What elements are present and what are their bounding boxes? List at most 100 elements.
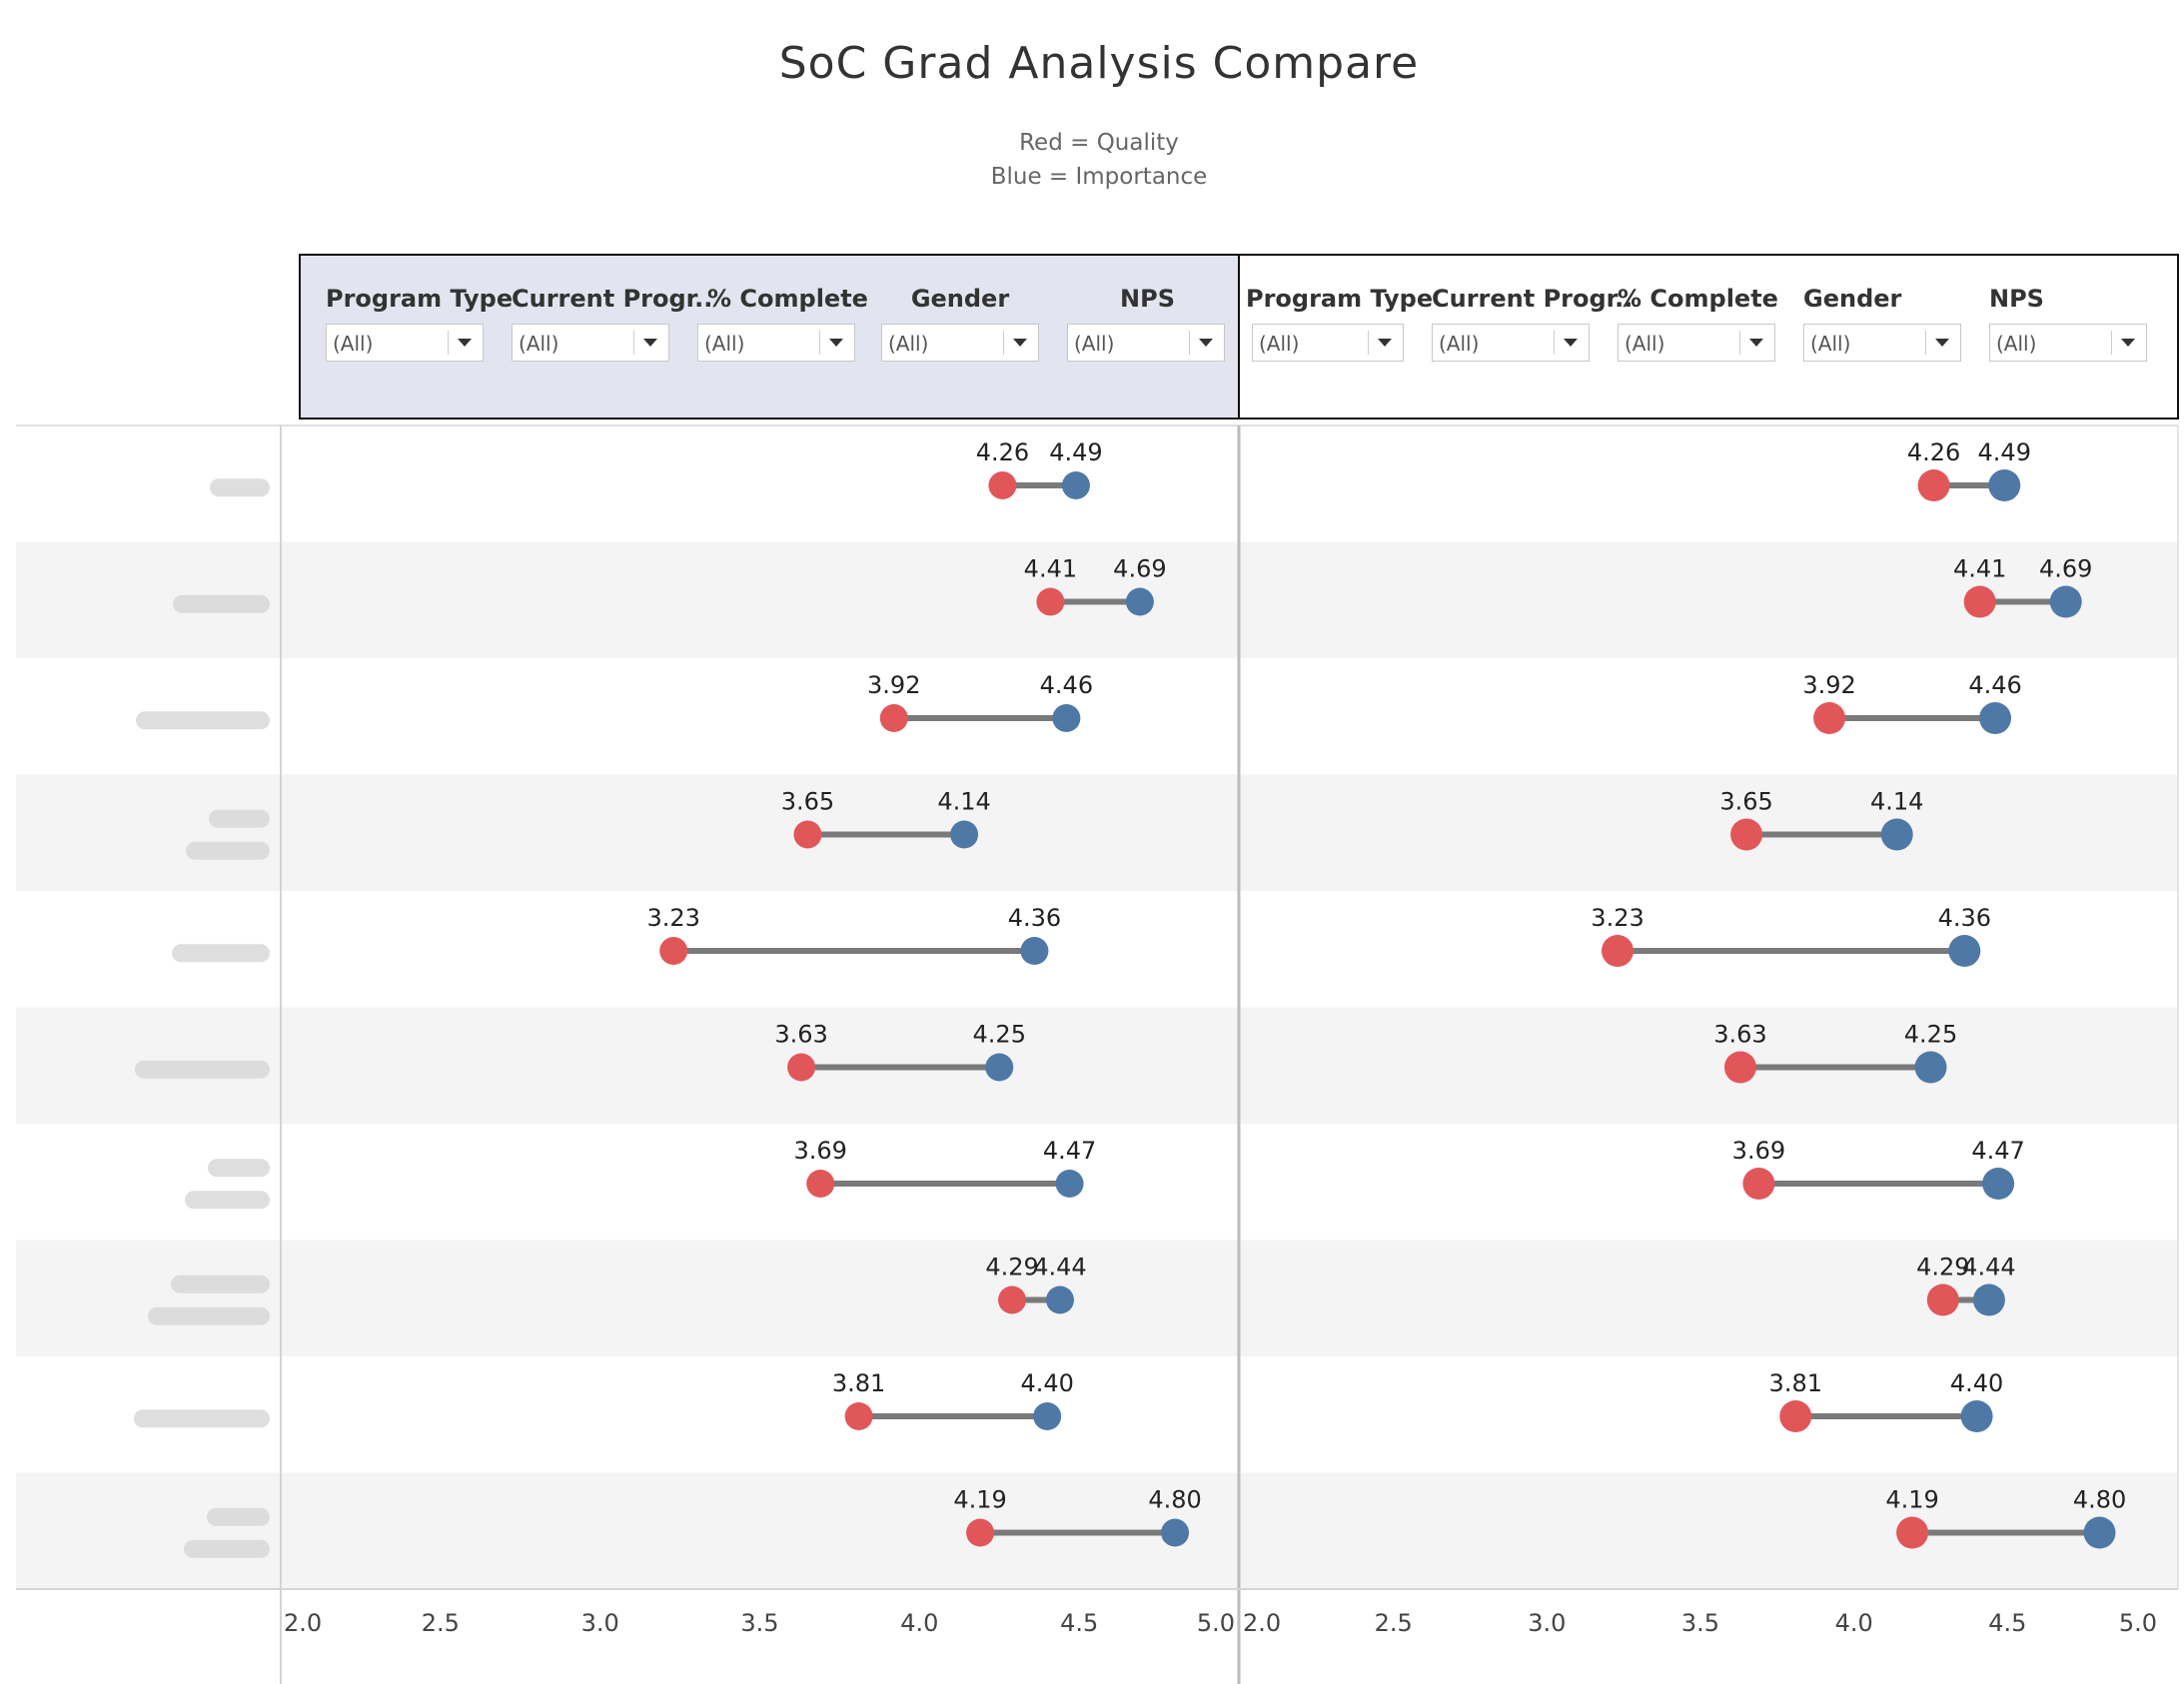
quality-point (1779, 1400, 1812, 1432)
caret-down-icon[interactable] (458, 339, 472, 347)
blurred-row-label (136, 711, 270, 730)
importance-point (1979, 702, 2012, 734)
importance-value-label: 4.47 (1971, 1137, 2024, 1165)
nps-dropdown[interactable]: (All) (1989, 324, 2147, 362)
caret-down-icon[interactable] (2121, 339, 2135, 347)
importance-point (1055, 1170, 1084, 1198)
caret-down-icon[interactable] (643, 339, 657, 347)
x-tick-label: 3.5 (740, 1609, 778, 1637)
filter-label: NPS (1120, 285, 1175, 313)
quality-value-label: 3.81 (1769, 1369, 1822, 1397)
current-program-dropdown[interactable]: (All) (1432, 324, 1590, 362)
importance-value-label: 4.47 (1043, 1137, 1096, 1165)
current-program-dropdown[interactable]: (All) (512, 324, 669, 362)
importance-value-label: 4.49 (1049, 438, 1102, 466)
quality-value-label: 4.29 (985, 1254, 1038, 1281)
importance-point (1972, 1283, 2005, 1316)
percent-complete-dropdown[interactable]: (All) (697, 324, 855, 362)
dropdown-value: (All) (888, 332, 929, 356)
quality-value-label: 3.63 (774, 1021, 827, 1049)
dropdown-value: (All) (1625, 332, 1665, 356)
x-tick-label: 3.5 (1681, 1609, 1719, 1637)
dashboard-title: SoC Grad Analysis Compare (778, 38, 1420, 89)
filter-nps: NPS (All) (1067, 282, 1225, 362)
quality-point (879, 704, 908, 732)
quality-value-label: 3.92 (1802, 671, 1855, 699)
gender-dropdown[interactable]: (All) (881, 324, 1039, 362)
dropdown-divider (448, 331, 449, 355)
dropdown-divider (1003, 331, 1004, 355)
caret-down-icon[interactable] (1564, 339, 1578, 347)
importance-value-label: 4.44 (1033, 1254, 1086, 1281)
filter-percent-complete: % Complete (All) (697, 282, 868, 362)
dropdown-divider (1189, 331, 1190, 355)
dropdown-divider (1739, 331, 1740, 355)
x-tick-label: 2.5 (422, 1609, 460, 1637)
filter-current-program: Current Progr.. (All) (512, 282, 713, 362)
caret-down-icon[interactable] (1199, 339, 1213, 347)
gender-dropdown[interactable]: (All) (1803, 324, 1961, 362)
x-tick-label: 5.0 (2119, 1609, 2157, 1637)
quality-point (793, 820, 822, 849)
filter-label: Program Type (1246, 285, 1434, 313)
importance-point (1982, 1168, 2015, 1200)
importance-value-label: 4.44 (1962, 1254, 2015, 1281)
quality-point (844, 1402, 873, 1430)
legend-quality-note: Red = Quality (1019, 130, 1179, 156)
caret-down-icon[interactable] (1749, 339, 1763, 347)
quality-point (1723, 1051, 1756, 1084)
quality-value-label: 3.92 (867, 671, 920, 699)
importance-point (2049, 585, 2082, 618)
filter-panel-left: Program Type (All) Current Progr.. (All)… (299, 254, 1240, 420)
caret-down-icon[interactable] (1378, 339, 1392, 347)
caret-down-icon[interactable] (1935, 339, 1949, 347)
dropdown-value: (All) (333, 332, 374, 356)
importance-value-label: 4.36 (1938, 904, 1991, 932)
dropdown-value: (All) (1810, 332, 1851, 356)
caret-down-icon[interactable] (829, 339, 843, 347)
importance-value-label: 4.80 (2073, 1486, 2126, 1514)
importance-point (2083, 1516, 2116, 1549)
percent-complete-dropdown[interactable]: (All) (1618, 324, 1775, 362)
quality-point (1813, 702, 1846, 734)
quality-point (1963, 585, 1996, 618)
x-tick-label: 4.5 (1060, 1609, 1098, 1637)
importance-point (1045, 1285, 1074, 1314)
filter-label: Current Progr.. (512, 285, 713, 313)
blurred-row-label (135, 1060, 270, 1079)
importance-point (1061, 471, 1090, 499)
filter-label: Current Progr.. (1432, 285, 1634, 313)
quality-value-label: 3.69 (1732, 1137, 1785, 1165)
importance-value-label: 4.40 (1020, 1369, 1073, 1397)
quality-point (806, 1170, 835, 1198)
x-tick-label: 2.0 (284, 1609, 322, 1637)
importance-value-label: 4.25 (973, 1021, 1026, 1049)
importance-point (1880, 818, 1913, 851)
dropdown-value: (All) (704, 332, 745, 356)
filter-current-program: Current Progr.. (All) (1432, 282, 1634, 362)
importance-value-label: 4.69 (2039, 555, 2092, 583)
blurred-row-label (210, 478, 270, 497)
caret-down-icon[interactable] (1013, 339, 1027, 347)
blurred-row-label (148, 1306, 270, 1325)
x-tick-label: 3.0 (1528, 1609, 1566, 1637)
quality-point (659, 937, 688, 965)
program-type-dropdown[interactable]: (All) (326, 324, 484, 362)
blurred-row-label (209, 809, 270, 828)
importance-value-label: 4.25 (1904, 1021, 1957, 1049)
filter-label: % Complete (707, 285, 868, 313)
filter-percent-complete: % Complete (All) (1618, 282, 1778, 362)
dropdown-divider (1554, 331, 1555, 355)
quality-point (1602, 935, 1635, 967)
program-type-dropdown[interactable]: (All) (1252, 324, 1404, 362)
nps-dropdown[interactable]: (All) (1067, 324, 1225, 362)
filter-nps: NPS (All) (1989, 282, 2147, 362)
importance-value-label: 4.40 (1950, 1369, 2003, 1397)
importance-value-label: 4.69 (1113, 555, 1166, 583)
dropdown-value: (All) (1996, 332, 2037, 356)
filter-program-type: Program Type (All) (326, 282, 513, 362)
quality-point (998, 1285, 1027, 1314)
dropdown-divider (1925, 331, 1926, 355)
x-tick-label: 2.5 (1375, 1609, 1413, 1637)
